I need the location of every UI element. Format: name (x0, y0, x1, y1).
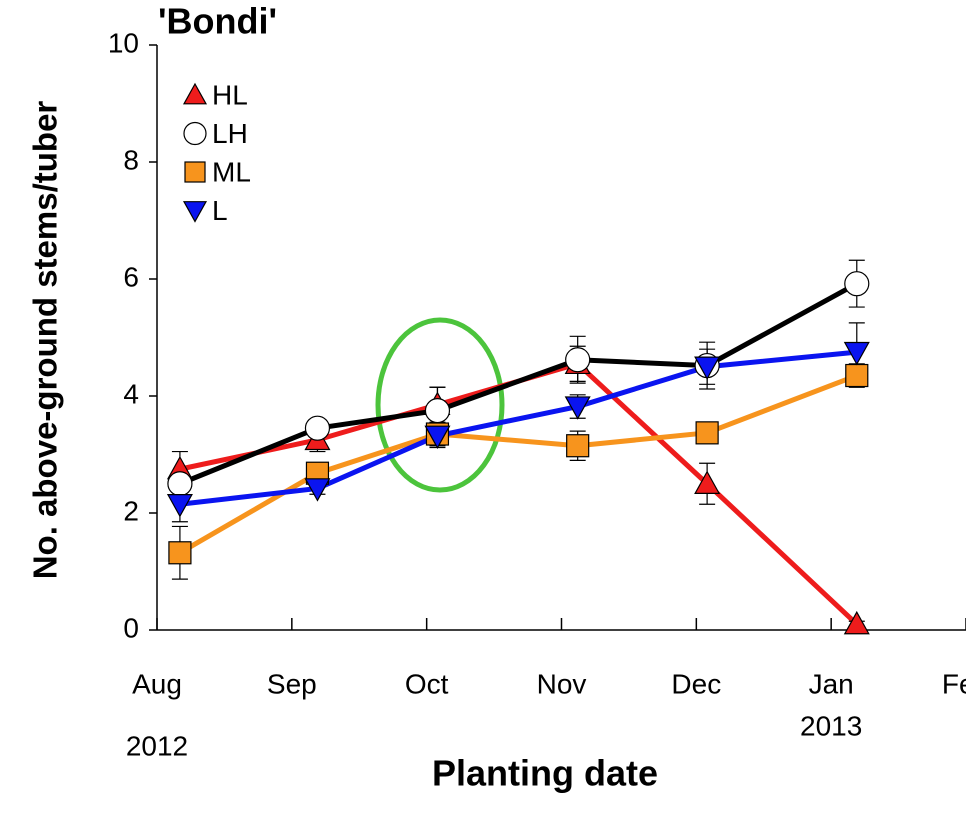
marker (843, 341, 870, 366)
x-tick-label: Nov (537, 668, 587, 699)
highlight-ellipse (375, 317, 505, 493)
year-label: 2013 (800, 710, 862, 741)
marker (843, 610, 870, 635)
legend-label: HL (212, 79, 248, 110)
y-tick-label: 0 (123, 612, 139, 643)
marker (566, 434, 590, 458)
marker (565, 347, 591, 373)
marker (694, 470, 721, 494)
x-axis-label: Planting date (432, 753, 658, 794)
year-label: 2012 (126, 730, 188, 761)
series-line (178, 281, 858, 487)
legend-label: L (212, 195, 228, 226)
legend-marker (183, 121, 207, 146)
marker (695, 421, 719, 445)
x-tick-label: Aug (132, 668, 182, 699)
marker (304, 415, 331, 441)
x-tick-label: Feb (942, 668, 966, 699)
x-tick-label: Sep (267, 668, 317, 699)
marker (168, 541, 192, 565)
legend-label: LH (212, 118, 248, 149)
marker (694, 356, 721, 380)
x-tick-label: Dec (671, 668, 721, 699)
marker (564, 396, 591, 420)
chart-title: 'Bondi' (158, 1, 277, 42)
series-line (178, 373, 858, 555)
marker (844, 271, 870, 297)
y-tick-label: 2 (123, 495, 139, 526)
y-tick-label: 4 (123, 378, 139, 409)
marker (167, 471, 193, 497)
marker (304, 478, 331, 502)
legend-label: ML (212, 156, 251, 187)
y-tick-label: 6 (123, 261, 139, 292)
legend-marker (184, 161, 206, 183)
x-tick-label: Oct (405, 668, 449, 699)
y-tick-label: 8 (123, 144, 139, 175)
x-tick-label: Jan (809, 668, 854, 699)
y-tick-label: 10 (108, 27, 139, 58)
marker (424, 398, 451, 424)
series-line (179, 349, 858, 507)
legend-marker (182, 201, 208, 223)
marker (424, 425, 451, 450)
legend-marker (182, 82, 208, 105)
y-axis-label: No. above-ground stems/tuber (27, 101, 64, 580)
marker (166, 494, 193, 518)
marker (845, 363, 869, 388)
